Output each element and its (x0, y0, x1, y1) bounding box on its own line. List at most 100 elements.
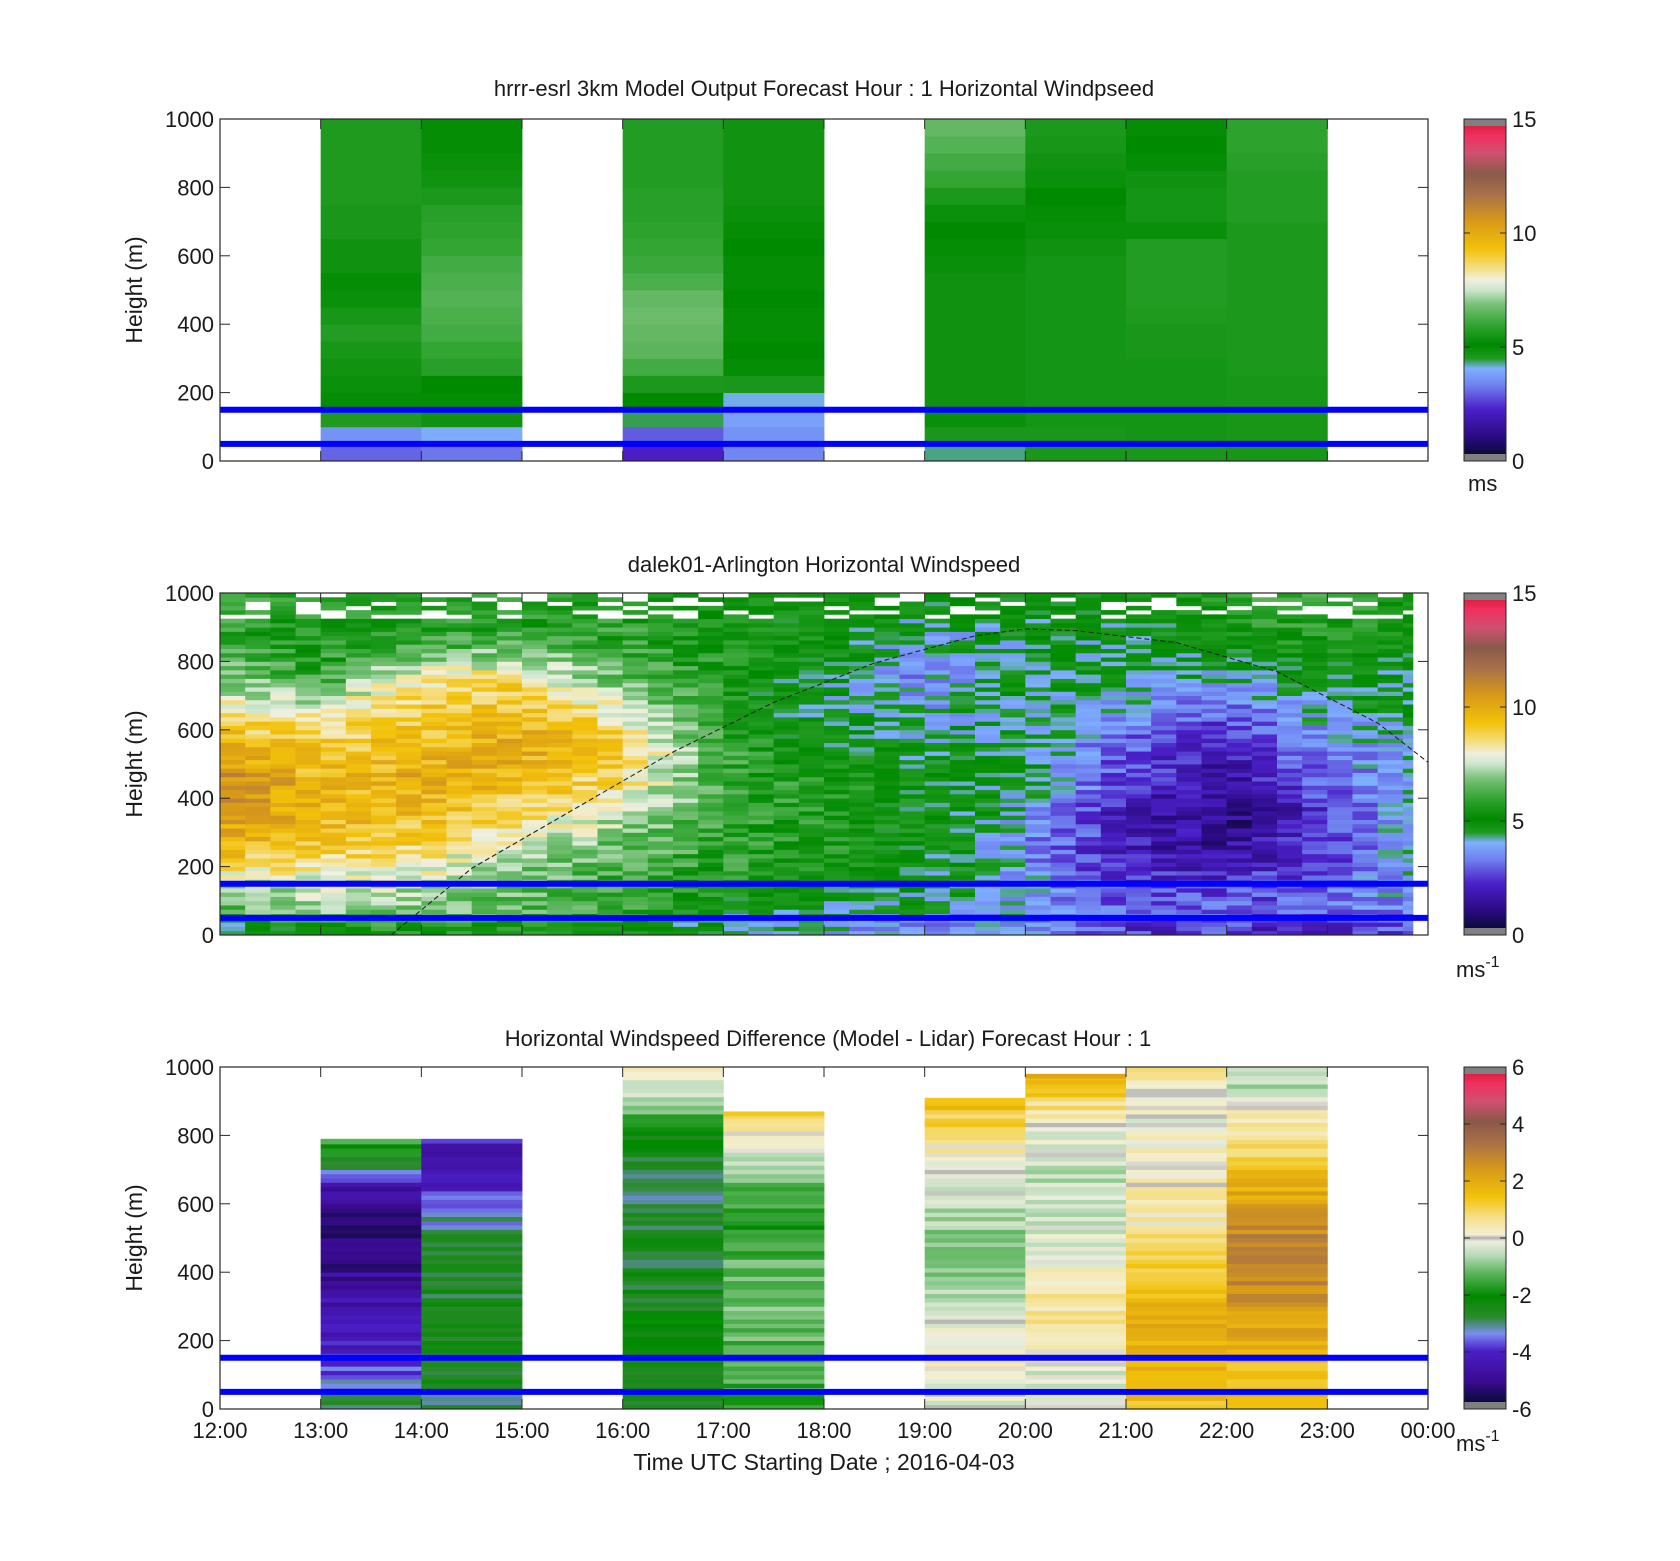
lidar-cell (1327, 764, 1353, 769)
lidar-cell (245, 622, 271, 628)
lidar-cell (723, 866, 749, 872)
lidar-cell (748, 712, 775, 718)
model-cell (723, 136, 825, 154)
lidar-cell (748, 678, 775, 684)
lidar-cell (446, 661, 473, 667)
lidar-cell (496, 785, 523, 791)
lidar-cell (1100, 768, 1127, 773)
lidar-cell (874, 887, 900, 893)
lidar-cell (849, 858, 875, 863)
lidar-cell (673, 721, 699, 726)
lidar-cell (673, 708, 699, 714)
lidar-cell (1352, 631, 1379, 637)
lidar-cell (220, 922, 246, 927)
lidar-cell (471, 635, 498, 641)
lidar-cell (1201, 772, 1228, 778)
lidar-cell (1176, 828, 1202, 833)
lidar-cell (1100, 870, 1127, 876)
lidar-cell (522, 832, 548, 838)
difference-cell (622, 1314, 724, 1320)
model-cell (622, 324, 724, 342)
lidar-cell (1327, 870, 1353, 876)
lidar-cell (446, 691, 473, 696)
lidar-cell (1226, 622, 1253, 628)
lidar-cell (496, 845, 523, 850)
lidar-cell (1251, 605, 1278, 611)
lidar-cell (622, 772, 649, 778)
difference-cell (320, 1374, 422, 1380)
difference-cell (924, 1126, 1026, 1132)
difference-cell (622, 1084, 724, 1089)
lidar-cell (1201, 593, 1228, 598)
lidar-cell (1126, 652, 1152, 658)
lidar-cell (824, 926, 850, 932)
lidar-cell (975, 862, 1001, 867)
lidar-cell (1402, 785, 1414, 791)
lidar-cell (270, 806, 296, 812)
lidar-cell (295, 853, 322, 859)
difference-cell (1025, 1276, 1127, 1282)
lidar-cell (371, 811, 397, 816)
lidar-cell (622, 789, 649, 795)
lidar-cell (673, 768, 699, 773)
lidar-cell (446, 618, 473, 624)
lidar-cell (371, 785, 397, 791)
lidar-cell (798, 716, 825, 722)
lidar-cell (1126, 776, 1152, 782)
lidar-cell (647, 798, 674, 803)
lidar-cell (597, 870, 624, 876)
lidar-cell (723, 909, 749, 915)
lidar-cell (1151, 593, 1177, 598)
lidar-cell (1100, 845, 1127, 850)
lidar-cell (295, 716, 322, 722)
lidar-cell (1277, 708, 1303, 714)
lidar-cell (220, 828, 246, 833)
lidar-cell (924, 657, 951, 662)
lidar-cell (1126, 836, 1152, 842)
lidar-cell (698, 840, 724, 846)
lidar-cell (1251, 652, 1278, 658)
lidar-cell (949, 751, 976, 756)
lidar-cell (1302, 631, 1328, 637)
lidar-cell (1025, 716, 1051, 722)
lidar-cell (698, 716, 724, 722)
lidar-cell (1075, 627, 1102, 632)
lidar-cell (1327, 849, 1353, 855)
lidar-cell (698, 832, 724, 838)
lidar-cell (1277, 755, 1303, 761)
lidar-cell (421, 751, 447, 756)
lidar-cell (798, 618, 825, 624)
lidar-cell (295, 776, 322, 782)
lidar-cell (1402, 708, 1414, 714)
lidar-cell (471, 682, 498, 688)
lidar-cell (798, 798, 825, 803)
lidar-cell (496, 892, 523, 897)
lidar-cell (496, 704, 523, 709)
lidar-cell (1277, 712, 1303, 718)
lidar-cell (824, 601, 850, 607)
difference-cell (723, 1111, 825, 1117)
lidar-cell (975, 793, 1001, 799)
lidar-cell (270, 674, 296, 679)
lidar-cell (1100, 875, 1127, 880)
lidar-cell (647, 708, 674, 714)
lidar-cell (396, 734, 422, 739)
lidar-cell (345, 922, 372, 927)
lidar-cell (899, 793, 926, 799)
lidar-cell (647, 776, 674, 782)
lidar-cell (522, 734, 548, 739)
difference-cell (421, 1238, 523, 1243)
lidar-cell (899, 909, 926, 915)
lidar-cell (647, 644, 674, 649)
lidar-cell (1176, 712, 1202, 718)
difference-cell (1126, 1186, 1228, 1192)
lidar-cell (949, 657, 976, 662)
lidar-cell (748, 618, 775, 624)
lidar-cell (371, 699, 397, 705)
lidar-cell (496, 832, 523, 838)
lidar-cell (1050, 652, 1077, 658)
lidar-cell (1176, 759, 1202, 765)
lidar-cell (245, 682, 271, 688)
lidar-cell (1251, 875, 1278, 880)
difference-cell (924, 1105, 1026, 1111)
